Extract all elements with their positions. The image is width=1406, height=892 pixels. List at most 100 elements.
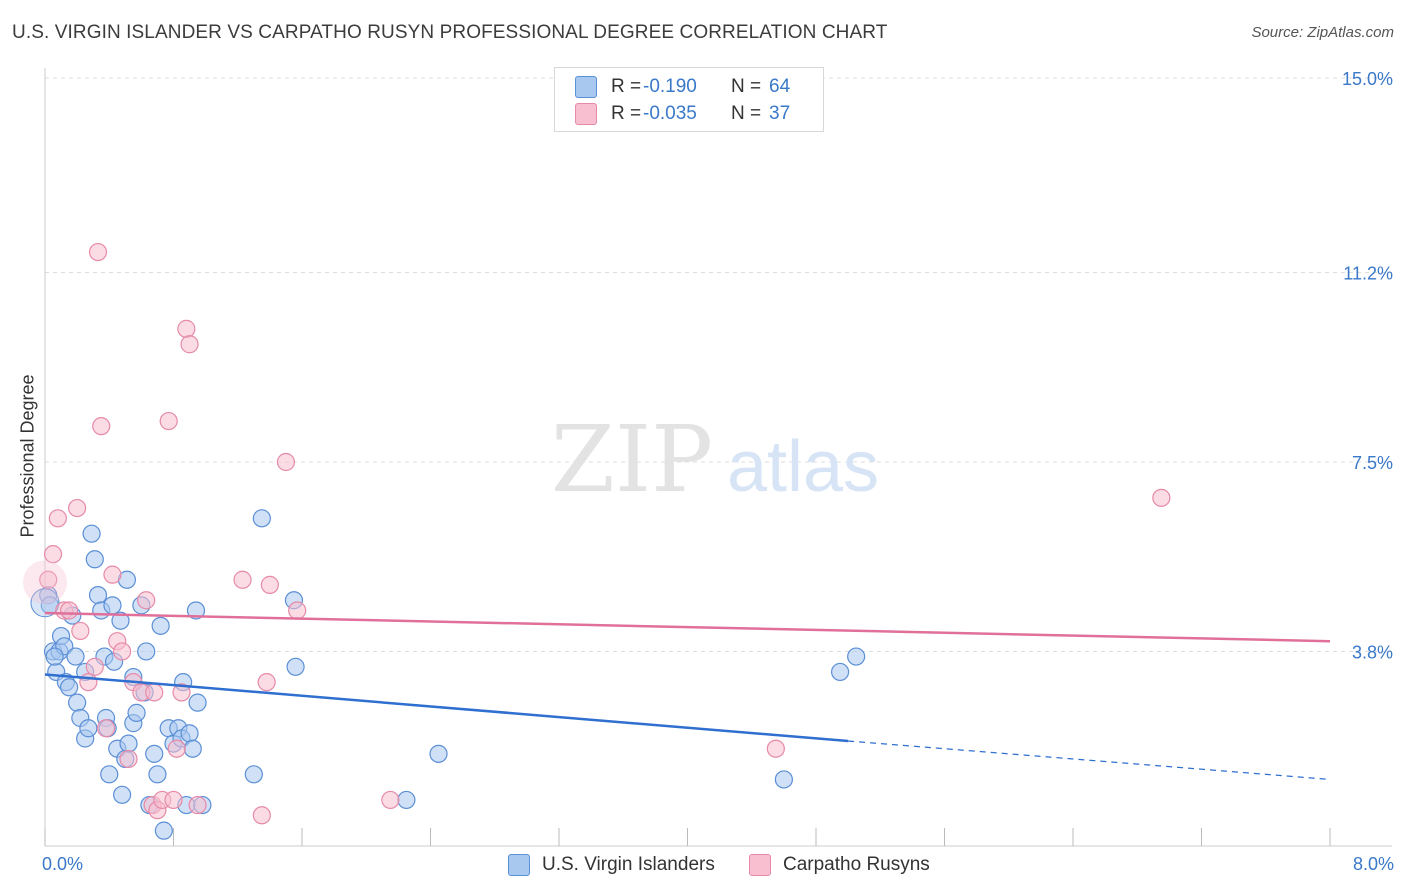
data-point-carpatho-rusyns — [164, 790, 183, 810]
legend-n-label: N = — [731, 76, 762, 97]
trendline-virgin-islanders — [44, 673, 849, 743]
data-point-carpatho-rusyns — [1152, 488, 1171, 507]
data-point-carpatho-rusyns — [119, 749, 138, 769]
data-point-virgin-islanders — [186, 601, 206, 620]
grid-lines — [45, 77, 1392, 652]
data-point-carpatho-rusyns — [96, 719, 116, 738]
data-point-carpatho-rusyns — [79, 673, 98, 692]
data-point-virgin-islanders — [847, 647, 866, 666]
y-axis-label: Professional Degree — [17, 374, 38, 538]
chart-title: U.S. VIRGIN ISLANDER VS CARPATHO RUSYN P… — [12, 22, 888, 43]
data-point-carpatho-rusyns — [381, 790, 400, 810]
x-tick-label: 0.0% — [42, 854, 83, 874]
bottom-legend-carpatho-rusyns: Carpatho Rusyns — [749, 852, 930, 878]
data-point-carpatho-rusyns — [68, 498, 87, 518]
data-point-carpatho-rusyns — [88, 242, 108, 262]
series-carpatho-rusyns-points — [23, 242, 1171, 825]
legend-row-carpatho-rusyns: R = -0.035 N = 37 — [575, 101, 790, 127]
series-virgin-islanders-points — [30, 509, 866, 840]
data-point-carpatho-rusyns — [180, 335, 199, 354]
data-point-cluster — [23, 560, 67, 605]
data-point-carpatho-rusyns — [766, 739, 785, 758]
data-point-virgin-islanders — [82, 524, 101, 543]
axes — [44, 68, 1392, 847]
bottom-legend-swatch-blue — [508, 854, 530, 876]
data-point-virgin-islanders — [111, 611, 130, 630]
bottom-legend-virgin-islanders: U.S. Virgin Islanders — [508, 852, 715, 878]
y-tick-label: 11.2% — [1343, 264, 1393, 284]
data-point-carpatho-rusyns — [145, 683, 164, 702]
data-point-virgin-islanders — [830, 662, 850, 682]
data-point-carpatho-rusyns — [39, 570, 58, 589]
data-point-virgin-islanders — [79, 719, 98, 738]
data-point-carpatho-rusyns — [137, 591, 156, 610]
data-point-carpatho-rusyns — [288, 601, 307, 620]
data-point-virgin-islanders — [286, 657, 305, 676]
watermark-atlas: atlas — [727, 427, 879, 507]
legend-swatch-pink — [575, 103, 597, 125]
data-point-carpatho-rusyns — [92, 417, 111, 436]
data-point-carpatho-rusyns — [103, 565, 122, 584]
data-point-carpatho-rusyns — [167, 739, 186, 758]
legend-n-value: 37 — [769, 103, 791, 124]
bottom-legend-label: U.S. Virgin Islanders — [542, 854, 715, 875]
trendline-carpatho-rusyns — [44, 611, 1331, 643]
legend-row-virgin-islanders: R = -0.190 N = 64 — [575, 74, 790, 100]
trendline-virgin-islanders-extension — [848, 740, 1331, 781]
y-tick-label: 3.8% — [1352, 642, 1393, 662]
data-point-carpatho-rusyns — [188, 795, 207, 815]
data-point-carpatho-rusyns — [276, 452, 296, 472]
tick-labels: 3.8% 7.5% 11.2% 15.0% 0.0% 8.0% — [42, 69, 1394, 874]
data-point-virgin-islanders — [127, 703, 146, 722]
data-point-carpatho-rusyns — [71, 621, 90, 641]
data-point-carpatho-rusyns — [48, 509, 67, 528]
data-point-carpatho-rusyns — [252, 806, 271, 825]
data-point-cluster — [30, 588, 60, 618]
data-point-virgin-islanders — [397, 790, 416, 810]
legend-n-label: N = — [731, 103, 762, 124]
watermark-zip: ZIP — [551, 406, 713, 513]
data-point-virgin-islanders — [68, 693, 87, 712]
data-point-carpatho-rusyns — [85, 657, 104, 676]
correlation-legend: R = -0.190 N = 64 R = -0.035 N = 37 — [554, 67, 824, 132]
data-point-virgin-islanders — [429, 744, 448, 763]
data-point-virgin-islanders — [774, 770, 793, 789]
data-point-virgin-islanders — [88, 586, 108, 605]
data-point-virgin-islanders — [119, 734, 138, 753]
data-point-carpatho-rusyns — [233, 570, 252, 589]
data-point-virgin-islanders — [154, 821, 173, 840]
x-tick-label: 8.0% — [1353, 854, 1394, 874]
data-point-carpatho-rusyns — [172, 683, 191, 702]
data-point-virgin-islanders — [188, 693, 207, 712]
legend-r-label: R = — [611, 76, 642, 97]
source-label: Source: ZipAtlas.com — [1251, 24, 1394, 41]
bottom-legend-label: Carpatho Rusyns — [783, 854, 930, 875]
data-point-virgin-islanders — [183, 739, 202, 758]
y-tick-label: 15.0% — [1342, 69, 1393, 89]
data-point-virgin-islanders — [151, 616, 170, 635]
data-point-virgin-islanders — [45, 647, 64, 666]
data-point-virgin-islanders — [66, 647, 85, 666]
data-point-virgin-islanders — [137, 642, 156, 661]
y-tick-label: 7.5% — [1352, 453, 1393, 473]
data-point-virgin-islanders — [244, 765, 263, 784]
data-point-virgin-islanders — [180, 724, 199, 743]
data-point-carpatho-rusyns — [43, 545, 63, 564]
data-point-carpatho-rusyns — [59, 601, 79, 620]
data-point-virgin-islanders — [148, 765, 167, 784]
data-point-carpatho-rusyns — [260, 575, 279, 594]
data-point-virgin-islanders — [252, 509, 271, 528]
data-point-carpatho-rusyns — [112, 642, 132, 661]
trendlines — [44, 611, 1331, 781]
legend-r-label: R = — [611, 103, 642, 124]
legend-swatch-blue — [575, 76, 597, 98]
data-point-virgin-islanders — [85, 550, 104, 569]
data-point-virgin-islanders — [103, 596, 122, 615]
bottom-legend-swatch-pink — [749, 854, 771, 876]
watermark: ZIP atlas — [551, 406, 879, 513]
data-point-virgin-islanders — [59, 678, 79, 697]
data-point-carpatho-rusyns — [177, 319, 196, 338]
legend-n-value: 64 — [769, 76, 791, 97]
data-point-virgin-islanders — [112, 785, 132, 804]
